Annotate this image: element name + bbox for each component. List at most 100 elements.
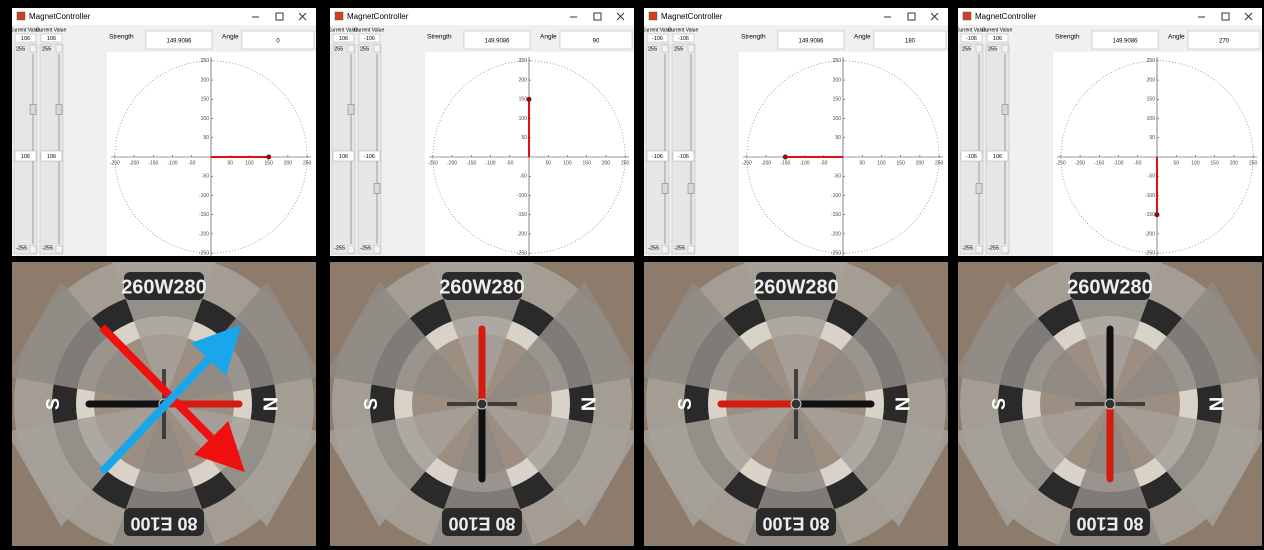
- y-tick-label: -250: [199, 250, 209, 256]
- y-tick-label: 100: [201, 116, 210, 122]
- x-tick-label: 250: [935, 160, 944, 166]
- slider-down-button[interactable]: [976, 246, 982, 253]
- current-value-label: Current Value: [36, 27, 67, 33]
- window-title: MagnetController: [29, 12, 91, 21]
- x-tick-label: 250: [1249, 160, 1258, 166]
- slider[interactable]: [646, 44, 669, 254]
- compass-bottom-scale: 80 E100: [448, 513, 515, 533]
- x-tick-label: 150: [1211, 160, 1220, 166]
- slider-up-button[interactable]: [662, 45, 668, 52]
- y-tick-label: -100: [199, 193, 209, 199]
- slider-down-button[interactable]: [374, 246, 380, 253]
- y-tick-label: 50: [835, 135, 841, 141]
- slider-up-button[interactable]: [976, 45, 982, 52]
- slider-thumb[interactable]: [662, 183, 668, 193]
- slider-down-button[interactable]: [348, 246, 354, 253]
- y-tick-label: 150: [1147, 97, 1156, 103]
- slider-thumb[interactable]: [374, 183, 380, 193]
- slider-down-button[interactable]: [56, 246, 62, 253]
- slider[interactable]: [986, 44, 1009, 254]
- slider-thumb[interactable]: [56, 105, 62, 115]
- slider-up-button[interactable]: [1002, 45, 1008, 52]
- current-value: -106: [678, 36, 689, 42]
- slider-min-label: -255: [334, 245, 345, 251]
- slider[interactable]: [960, 44, 983, 254]
- slider-min-label: -255: [16, 245, 27, 251]
- x-tick-label: -200: [447, 160, 457, 166]
- slider-max-label: 255: [674, 46, 683, 52]
- x-tick-label: -150: [466, 160, 476, 166]
- window-title: MagnetController: [975, 12, 1037, 21]
- slider-value: 106: [993, 154, 1002, 160]
- slider-down-button[interactable]: [1002, 246, 1008, 253]
- slider-value: -106: [652, 154, 663, 160]
- slider[interactable]: [40, 44, 63, 254]
- compass-south: S: [989, 398, 1009, 410]
- screen: MagnetController Current Value 106 255 -255 1…: [0, 0, 1264, 550]
- controller-window: MagnetControllerCurrent Value106255-2551…: [10, 8, 316, 257]
- slider-down-button[interactable]: [688, 246, 694, 253]
- slider-up-button[interactable]: [688, 45, 694, 52]
- app-icon: [335, 12, 343, 20]
- slider-thumb[interactable]: [688, 183, 694, 193]
- x-tick-label: 200: [916, 160, 925, 166]
- y-tick-label: -50: [520, 174, 527, 180]
- y-tick-label: 50: [1149, 135, 1155, 141]
- x-tick-label: -50: [506, 160, 513, 166]
- y-tick-label: -50: [202, 174, 209, 180]
- slider-thumb[interactable]: [348, 105, 354, 115]
- slider-up-button[interactable]: [348, 45, 354, 52]
- x-tick-label: 50: [859, 160, 865, 166]
- y-tick-label: -150: [199, 212, 209, 218]
- y-tick-label: -100: [1145, 193, 1155, 199]
- needle-pivot: [1105, 399, 1115, 409]
- angle-label: Angle: [854, 34, 871, 41]
- controller-window: MagnetControllerCurrent Value106255-2551…: [328, 8, 634, 257]
- slider-up-button[interactable]: [30, 45, 36, 52]
- slider-down-button[interactable]: [30, 246, 36, 253]
- compass-top-scale: 260W280: [753, 276, 839, 298]
- angle-value: 90: [593, 39, 600, 45]
- x-tick-label: -100: [486, 160, 496, 166]
- controller-window: MagnetControllerCurrent Value-106255-255…: [642, 8, 948, 257]
- x-tick-label: -200: [129, 160, 139, 166]
- app-icon: [963, 12, 971, 20]
- slider-down-button[interactable]: [662, 246, 668, 253]
- compass-photo: 260W28080 E100NS: [638, 254, 953, 550]
- slider-up-button[interactable]: [56, 45, 62, 52]
- x-tick-label: 100: [877, 160, 886, 166]
- compass-north: N: [1205, 397, 1227, 411]
- app-icon: [649, 12, 657, 20]
- slider[interactable]: [14, 44, 37, 254]
- y-tick-label: 150: [833, 97, 842, 103]
- y-tick-label: 200: [1147, 77, 1156, 83]
- field-point: [266, 155, 271, 160]
- slider-up-button[interactable]: [374, 45, 380, 52]
- x-tick-label: 250: [621, 160, 630, 166]
- x-tick-label: 150: [897, 160, 906, 166]
- page: MagnetController Current Value 106 255 -255 1…: [0, 0, 1264, 550]
- x-tick-label: -150: [780, 160, 790, 166]
- window-title: MagnetController: [661, 12, 723, 21]
- slider-max-label: 255: [42, 46, 51, 52]
- angle-value: 180: [905, 39, 916, 45]
- x-tick-label: 250: [303, 160, 312, 166]
- compass-south: S: [43, 398, 63, 410]
- slider-max-label: 255: [334, 46, 343, 52]
- slider-thumb[interactable]: [976, 183, 982, 193]
- plot-area: [107, 52, 316, 256]
- slider[interactable]: [672, 44, 695, 254]
- window-title: MagnetController: [347, 12, 409, 21]
- plot-area: [739, 52, 948, 256]
- x-tick-label: -100: [1114, 160, 1124, 166]
- slider-thumb[interactable]: [1002, 105, 1008, 115]
- slider[interactable]: [332, 44, 355, 254]
- x-tick-label: 200: [602, 160, 611, 166]
- y-tick-label: 250: [833, 58, 842, 64]
- y-tick-label: -150: [831, 212, 841, 218]
- compass-south: S: [361, 398, 381, 410]
- slider-thumb[interactable]: [30, 105, 36, 115]
- slider[interactable]: [358, 44, 381, 254]
- slider-value: -106: [678, 154, 689, 160]
